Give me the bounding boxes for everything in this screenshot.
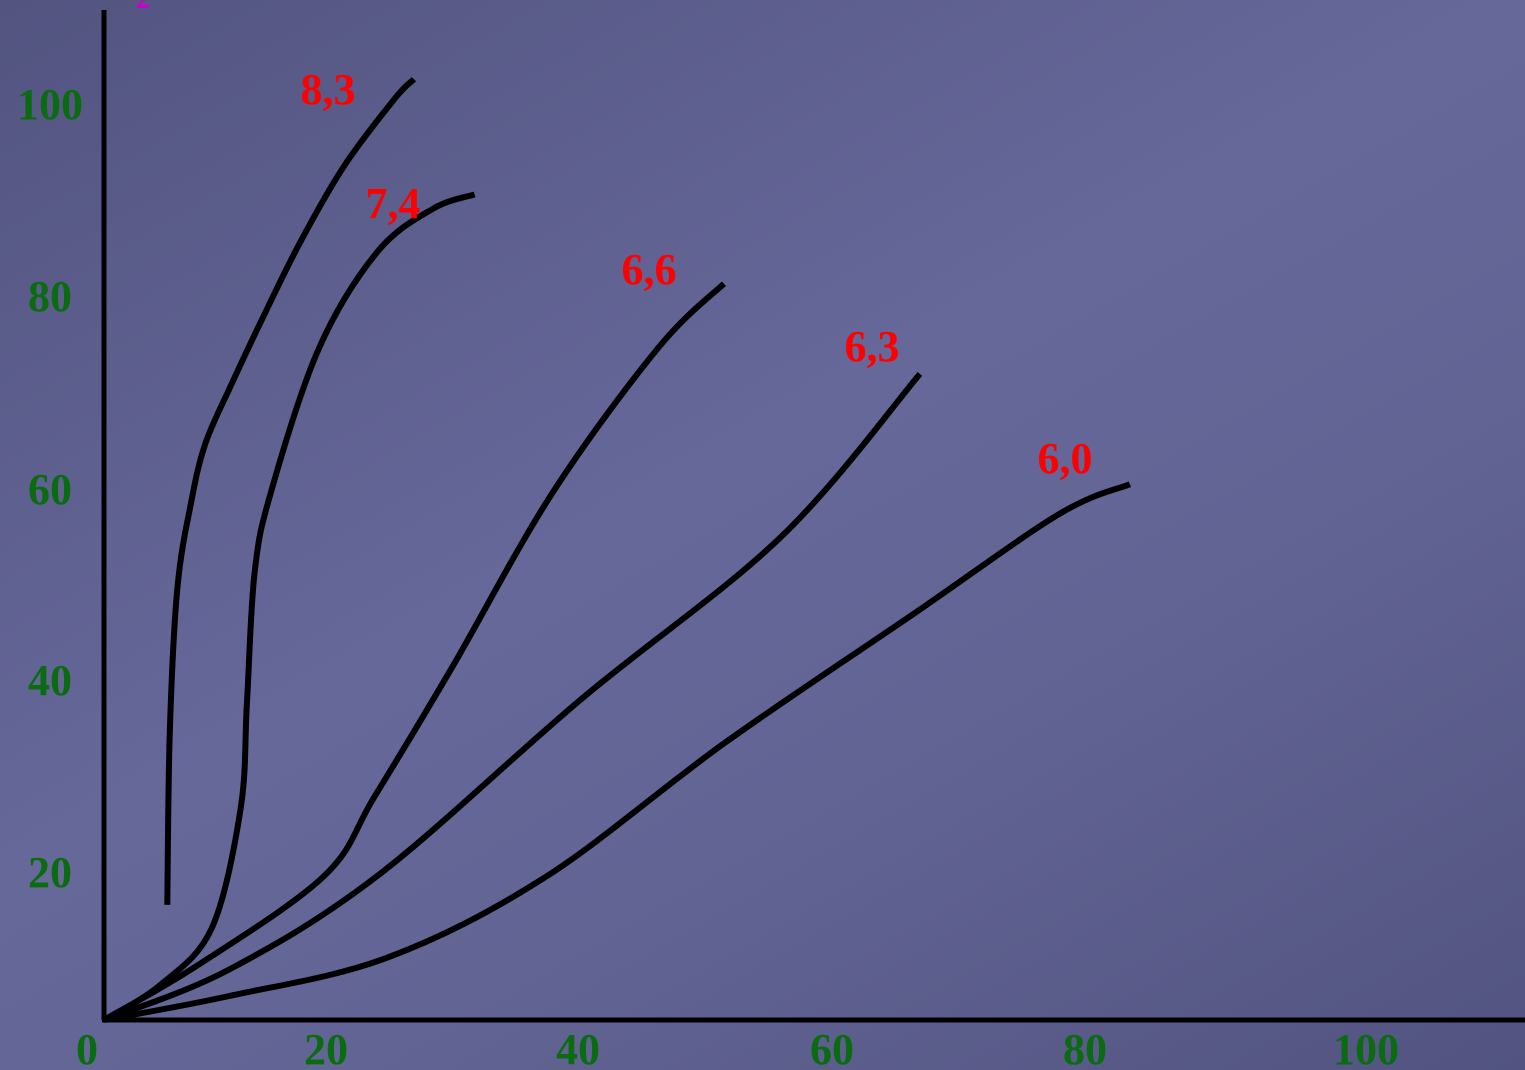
x-tick-label: 0 [76, 1025, 98, 1070]
series-label-8-3: 8,3 [301, 65, 356, 114]
y-tick-label: 40 [28, 656, 72, 705]
x-tick-label: 80 [1063, 1025, 1107, 1070]
y-tick-label: 80 [28, 272, 72, 321]
y-tick-label: 100 [17, 80, 83, 129]
series-label-6-0: 6,0 [1038, 434, 1093, 483]
series-layer [102, 77, 1132, 1023]
series-line-8-3 [164, 77, 417, 905]
series-line-7-4 [102, 191, 476, 1023]
y-tick-label: 20 [28, 848, 72, 897]
x-tick-label: 60 [810, 1025, 854, 1070]
series-labels: 8,3 7,4 6,6 6,3 6,0 [301, 65, 1093, 483]
y-tick-label: 60 [28, 465, 72, 514]
series-label-6-6: 6,6 [622, 245, 677, 294]
series-label-6-3: 6,3 [845, 322, 900, 371]
series-line-6-3 [102, 371, 923, 1023]
series-line-6-0 [103, 481, 1132, 1023]
y-tick-labels: 20 40 60 80 100 [17, 80, 83, 897]
series-label-7-4: 7,4 [366, 179, 421, 228]
series-line-6-6 [102, 281, 726, 1023]
x-tick-label: 20 [304, 1025, 348, 1070]
x-tick-labels: 0 20 40 60 80 100 [76, 1025, 1399, 1070]
y-axis-mark: 2 [136, 0, 150, 15]
x-tick-label: 40 [556, 1025, 600, 1070]
x-tick-label: 100 [1333, 1025, 1399, 1070]
